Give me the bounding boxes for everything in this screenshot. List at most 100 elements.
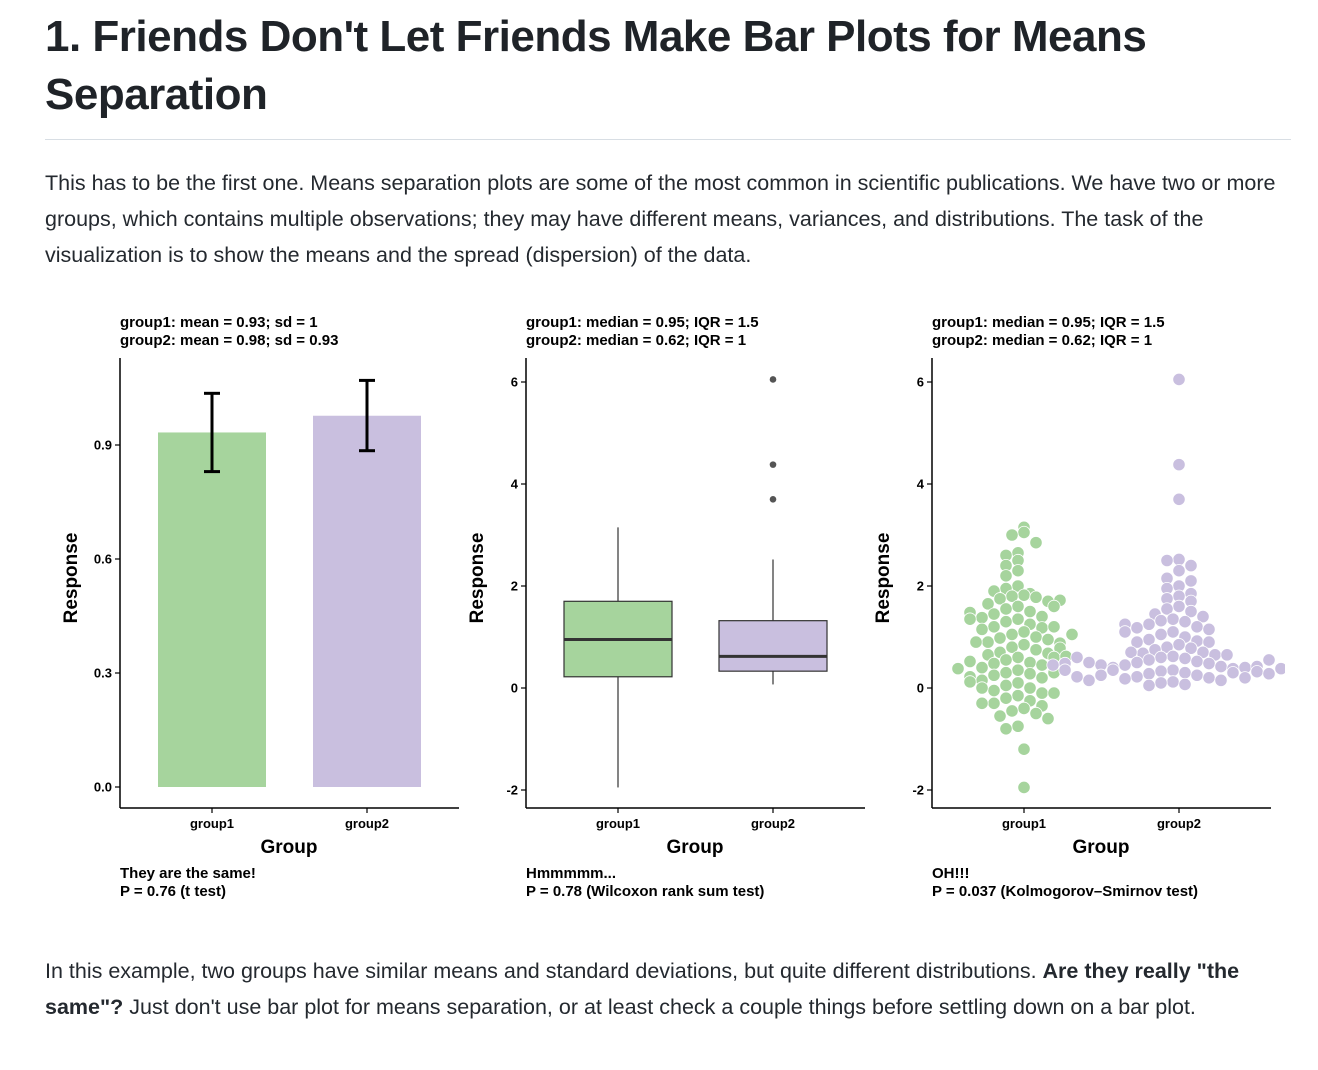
point-group1 [1005, 640, 1019, 654]
y-tick-label: -2 [912, 783, 924, 798]
point-group2 [1226, 666, 1240, 680]
panel-caption: P = 0.76 (t test) [120, 883, 226, 900]
panel-subtitle: group2: median = 0.62; IQR = 1 [932, 332, 1152, 349]
point-group1 [993, 709, 1007, 723]
point-group1 [1017, 588, 1031, 602]
y-tick-label: 4 [511, 477, 519, 492]
point-group1 [1011, 719, 1025, 733]
point-group2 [1082, 655, 1096, 670]
point-group2 [1190, 654, 1204, 669]
point-group1 [987, 696, 1001, 710]
y-tick-label: 0.9 [94, 438, 112, 453]
point-group1 [1029, 643, 1043, 657]
point-group2 [1172, 599, 1186, 613]
y-axis-label: Response [873, 533, 894, 624]
point-group2 [1130, 655, 1144, 670]
panel-2: group1: median = 0.95; IQR = 1.5group2: … [467, 314, 865, 900]
point-group1 [993, 631, 1007, 645]
point-group1 [1011, 650, 1025, 664]
point-group2 [1178, 677, 1192, 692]
point-group2 [1190, 668, 1204, 682]
point-group2 [1130, 621, 1144, 635]
point-group2 [1196, 609, 1210, 624]
bar-group1 [158, 432, 266, 787]
point-group2 [1172, 372, 1186, 387]
point-group2 [1142, 617, 1156, 631]
point-group2 [1118, 672, 1132, 686]
point-group1 [1041, 711, 1055, 726]
point-group1 [963, 612, 977, 626]
point-group1 [1023, 604, 1037, 619]
point-group1 [1035, 658, 1049, 672]
intro-paragraph: This has to be the first one. Means sepa… [45, 171, 1276, 267]
point-group2 [1178, 666, 1192, 680]
point-group2 [1046, 658, 1060, 672]
point-group1 [1005, 528, 1019, 542]
panel-subtitle: group2: median = 0.62; IQR = 1 [526, 332, 746, 349]
point-group1 [1005, 627, 1019, 642]
point-group1 [963, 675, 977, 689]
point-group2 [1118, 625, 1132, 639]
point-group2 [1166, 649, 1180, 663]
point-group1 [1047, 599, 1061, 613]
point-group2 [1154, 614, 1168, 628]
point-group2 [1118, 658, 1132, 672]
point-group2 [1172, 552, 1186, 567]
point-group2 [1166, 612, 1180, 626]
point-group1 [1017, 625, 1031, 639]
y-tick-label: 2 [917, 579, 924, 594]
point-group2 [1262, 667, 1276, 681]
point-group2 [1058, 663, 1072, 677]
title-divider [45, 139, 1291, 140]
point-group1 [1023, 681, 1037, 695]
point-group2 [1214, 673, 1228, 687]
point-group1 [963, 654, 977, 669]
conclusion-text-start: In this example, two groups have similar… [45, 959, 1043, 983]
point-group1 [1017, 638, 1031, 652]
point-group1 [999, 691, 1013, 705]
point-group2 [1202, 656, 1216, 671]
point-group1 [1023, 655, 1037, 670]
page-title: 1. Friends Don't Let Friends Make Bar Pl… [45, 12, 1147, 119]
point-group1 [969, 635, 983, 649]
point-group1 [999, 678, 1013, 693]
point-group1 [1041, 632, 1055, 647]
point-group2 [1202, 622, 1216, 636]
point-group2 [1166, 663, 1180, 677]
point-group2 [1160, 553, 1174, 568]
panel-subtitle: group1: median = 0.95; IQR = 1.5 [932, 314, 1165, 331]
point-group2 [1184, 604, 1198, 619]
point-group1 [987, 620, 1001, 634]
panel-subtitle: group2: mean = 0.98; sd = 0.93 [120, 332, 338, 349]
point-group2 [1106, 663, 1120, 677]
point-group1 [999, 615, 1013, 629]
point-group1 [1011, 663, 1025, 677]
panel-caption: OH!!! [932, 865, 970, 882]
panel-subtitle: group1: median = 0.95; IQR = 1.5 [526, 314, 759, 331]
point-group2 [1094, 668, 1108, 682]
x-tick-label: group2 [1157, 816, 1201, 831]
point-group1 [1029, 536, 1043, 550]
point-group1 [981, 597, 995, 611]
x-axis-label: Group [667, 837, 724, 858]
point-group2 [1154, 676, 1168, 690]
point-group2 [1130, 670, 1144, 684]
panel-caption: P = 0.037 (Kolmogorov–Smirnov test) [932, 883, 1198, 900]
y-axis-label: Response [61, 533, 82, 624]
point-group2 [1142, 667, 1156, 681]
point-group1 [999, 569, 1013, 583]
point-group1 [1011, 612, 1025, 626]
point-group1 [987, 683, 1001, 698]
point-group1 [999, 722, 1013, 736]
point-group1 [975, 611, 989, 625]
point-group2 [1070, 670, 1084, 684]
point-group1 [975, 696, 989, 710]
point-group1 [1047, 686, 1061, 700]
point-group2 [1154, 650, 1168, 664]
point-group2 [1172, 458, 1186, 472]
y-tick-label: 6 [511, 375, 518, 390]
x-axis-label: Group [261, 837, 318, 858]
point-group2 [1202, 671, 1216, 685]
point-group1 [975, 660, 989, 675]
point-group1 [987, 656, 1001, 671]
